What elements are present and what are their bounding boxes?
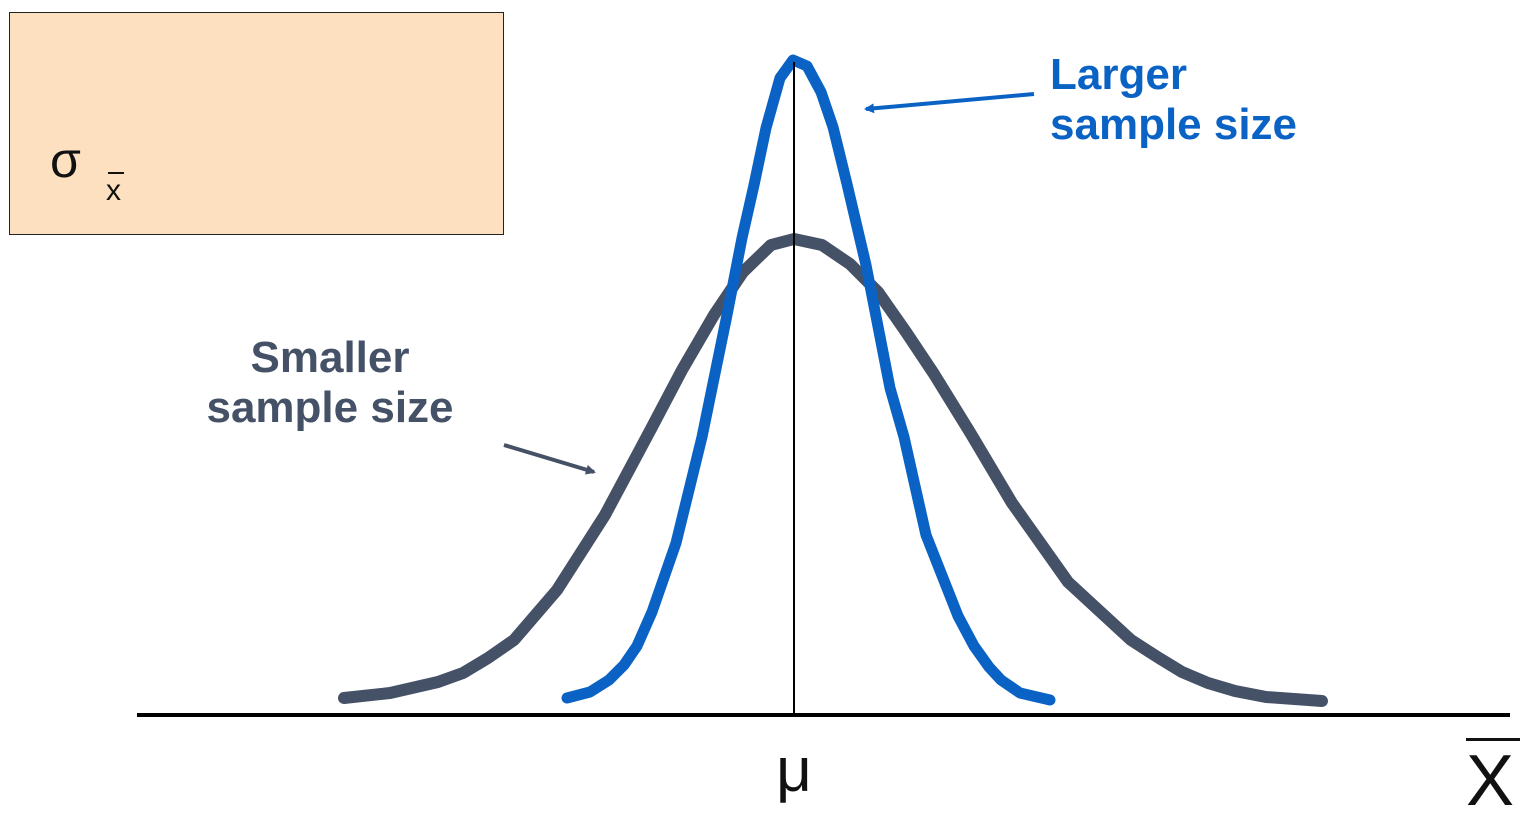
- larger-label-line-2: sample size: [1050, 100, 1298, 149]
- smaller-label-line-2: sample size: [206, 383, 454, 432]
- larger-label-line-1: Larger: [1050, 50, 1187, 99]
- smaller-label-arrow: [503, 443, 596, 475]
- sigma-subscript-bar: [108, 172, 124, 174]
- x-bar-overline: [1466, 738, 1520, 741]
- smaller-sample-curve: [338, 233, 1328, 707]
- sigma-symbol: σ: [50, 132, 81, 188]
- mean-label: μ: [776, 736, 812, 805]
- larger-label-arrow: [864, 92, 1035, 114]
- larger-sample-label: Larger sample size: [1050, 50, 1360, 150]
- smaller-sample-label: Smaller sample size: [160, 333, 500, 433]
- sigma-box: σ x: [9, 12, 504, 235]
- smaller-label-line-1: Smaller: [250, 333, 410, 382]
- sigma-subscript: x: [106, 174, 121, 207]
- x-bar-label: X: [1466, 741, 1515, 821]
- larger-sample-curve: [561, 54, 1056, 706]
